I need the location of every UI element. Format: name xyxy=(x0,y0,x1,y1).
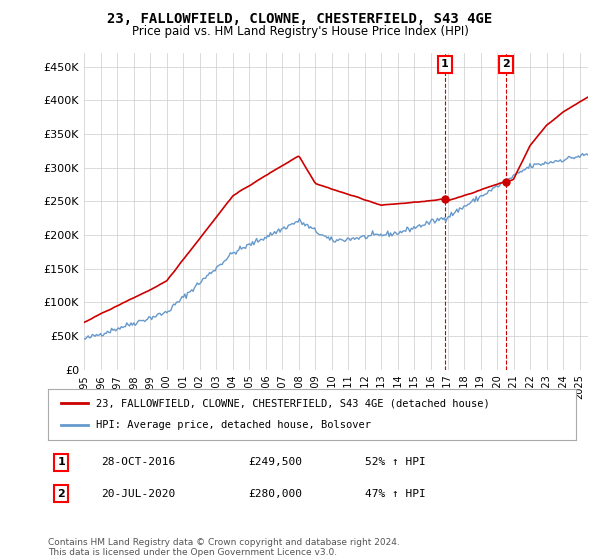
Text: 52% ↑ HPI: 52% ↑ HPI xyxy=(365,458,425,468)
Text: 47% ↑ HPI: 47% ↑ HPI xyxy=(365,489,425,499)
Text: 23, FALLOWFIELD, CLOWNE, CHESTERFIELD, S43 4GE (detached house): 23, FALLOWFIELD, CLOWNE, CHESTERFIELD, S… xyxy=(95,398,489,408)
Text: 23, FALLOWFIELD, CLOWNE, CHESTERFIELD, S43 4GE: 23, FALLOWFIELD, CLOWNE, CHESTERFIELD, S… xyxy=(107,12,493,26)
Text: £249,500: £249,500 xyxy=(248,458,302,468)
Text: 2: 2 xyxy=(58,489,65,499)
Text: Contains HM Land Registry data © Crown copyright and database right 2024.
This d: Contains HM Land Registry data © Crown c… xyxy=(48,538,400,557)
Text: 2: 2 xyxy=(502,59,510,69)
Text: 1: 1 xyxy=(441,59,449,69)
Text: 1: 1 xyxy=(58,458,65,468)
Text: 28-OCT-2016: 28-OCT-2016 xyxy=(101,458,175,468)
Text: £280,000: £280,000 xyxy=(248,489,302,499)
Text: Price paid vs. HM Land Registry's House Price Index (HPI): Price paid vs. HM Land Registry's House … xyxy=(131,25,469,38)
Text: 20-JUL-2020: 20-JUL-2020 xyxy=(101,489,175,499)
Text: HPI: Average price, detached house, Bolsover: HPI: Average price, detached house, Bols… xyxy=(95,421,371,431)
